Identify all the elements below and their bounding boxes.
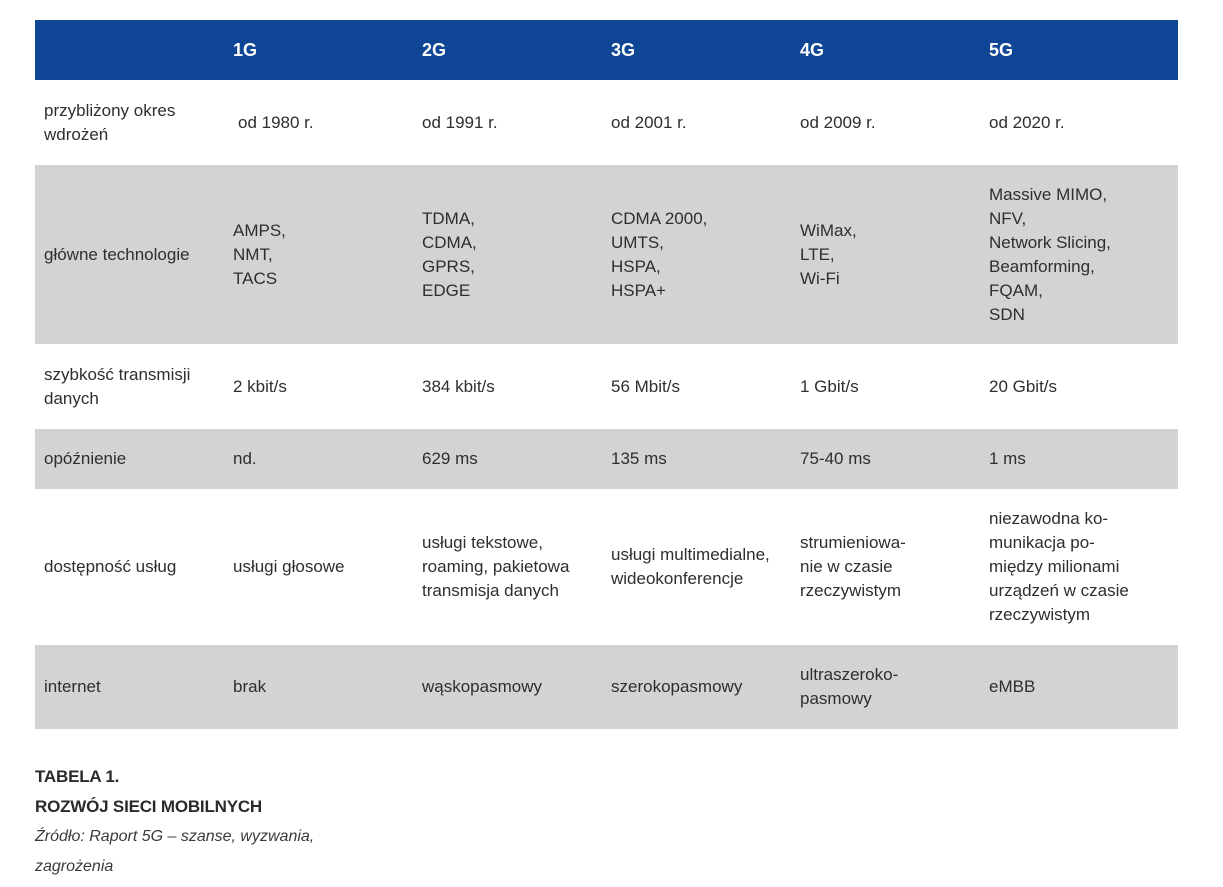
header-3g: 3G bbox=[611, 40, 636, 60]
cell-3g: od 2001 r. bbox=[611, 112, 687, 132]
table-row-service-availability: dostępność usług usługi głosowe usługi t… bbox=[35, 489, 1178, 645]
cell-4g: 1 Gbit/s bbox=[800, 376, 859, 396]
header-empty bbox=[35, 20, 233, 80]
cell-2g: usługi tekstowe, roaming, pakietowa tran… bbox=[422, 533, 570, 600]
cell-1g: brak bbox=[233, 677, 267, 696]
table-header-row: 1G 2G 3G 4G 5G bbox=[35, 20, 1178, 80]
cell-3g: 56 Mbit/s bbox=[611, 376, 680, 396]
cell-4g: ultraszeroko- pasmowy bbox=[800, 665, 899, 708]
cell-2g: wąskopasmowy bbox=[422, 677, 542, 696]
table-row-internet: internet brak wąskopasmowy szerokopasmow… bbox=[35, 645, 1178, 729]
header-2g: 2G bbox=[422, 40, 447, 60]
cell-5g: niezawodna ko- munikacja po- między mili… bbox=[989, 509, 1129, 624]
caption-title: ROZWÓJ SIECI MOBILNYCH bbox=[35, 797, 262, 816]
table-row-deployment-period: przybliżony okres wdrożeń od 1980 r. od … bbox=[35, 80, 1178, 165]
table-caption: TABELA 1. ROZWÓJ SIECI MOBILNYCH Źródło:… bbox=[35, 762, 375, 882]
cell-3g: szerokopasmowy bbox=[611, 677, 743, 696]
header-1g: 1G bbox=[233, 40, 258, 60]
caption-source: Źródło: Raport 5G – szanse, wyzwania, za… bbox=[35, 828, 315, 875]
cell-2g: 384 kbit/s bbox=[422, 376, 495, 396]
cell-5g: eMBB bbox=[989, 677, 1036, 696]
cell-1g: AMPS, NMT, TACS bbox=[233, 220, 286, 288]
row-label: główne technologie bbox=[44, 244, 190, 264]
header-5g: 5G bbox=[989, 40, 1014, 60]
cell-1g: usługi głosowe bbox=[233, 557, 345, 576]
cell-4g: 75-40 ms bbox=[800, 449, 871, 468]
cell-3g: usługi multimedialne, wideokonferencje bbox=[611, 545, 770, 588]
row-label: dostępność usług bbox=[44, 557, 177, 576]
cell-5g: 20 Gbit/s bbox=[989, 376, 1058, 396]
table-row-main-technologies: główne technologie AMPS, NMT, TACS TDMA,… bbox=[35, 165, 1178, 344]
cell-2g: TDMA, CDMA, GPRS, EDGE bbox=[422, 208, 477, 300]
cell-4g: WiMax, LTE, Wi-Fi bbox=[800, 220, 857, 288]
cell-2g: od 1991 r. bbox=[422, 112, 498, 132]
cell-3g: 135 ms bbox=[611, 449, 667, 468]
table-row-latency: opóźnienie nd. 629 ms 135 ms 75-40 ms 1 … bbox=[35, 429, 1178, 489]
cell-5g: 1 ms bbox=[989, 449, 1026, 468]
caption-number: TABELA 1. bbox=[35, 767, 120, 786]
row-label: internet bbox=[44, 677, 101, 696]
row-label: szybkość transmisji danych bbox=[44, 364, 191, 408]
cell-2g: 629 ms bbox=[422, 449, 478, 468]
mobile-networks-table: 1G 2G 3G 4G 5G przybliżony okres wdrożeń… bbox=[35, 20, 1178, 729]
cell-5g: od 2020 r. bbox=[989, 112, 1065, 132]
cell-1g: 2 kbit/s bbox=[233, 376, 287, 396]
cell-4g: od 2009 r. bbox=[800, 112, 876, 132]
cell-1g: od 1980 r. bbox=[238, 112, 314, 132]
row-label: przybliżony okres wdrożeń bbox=[44, 100, 176, 144]
cell-3g: CDMA 2000, UMTS, HSPA, HSPA+ bbox=[611, 208, 708, 300]
cell-1g: nd. bbox=[233, 449, 257, 468]
header-4g: 4G bbox=[800, 40, 825, 60]
cell-5g: Massive MIMO, NFV, Network Slicing, Beam… bbox=[989, 184, 1111, 324]
row-label: opóźnienie bbox=[44, 449, 127, 468]
cell-4g: strumieniowa- nie w czasie rzeczywistym bbox=[800, 533, 906, 600]
table-row-transmission-speed: szybkość transmisji danych 2 kbit/s 384 … bbox=[35, 344, 1178, 429]
